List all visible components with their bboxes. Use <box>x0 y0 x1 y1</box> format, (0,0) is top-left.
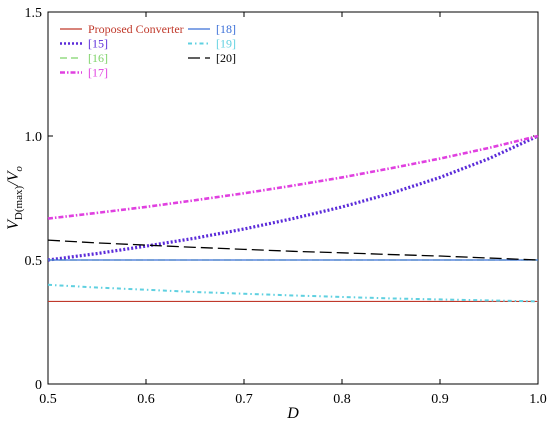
x-tick-label: 0.8 <box>333 392 351 407</box>
svg-text:VD(max)/Vo: VD(max)/Vo <box>5 166 25 230</box>
y-axis-title-sub: D(max) <box>13 186 25 221</box>
x-tick-label: 0.9 <box>431 392 449 407</box>
legend-label: [16] <box>88 51 108 65</box>
legend-label: [15] <box>88 37 108 51</box>
legend: Proposed Converter[15][16][17] [18][19][2… <box>60 22 236 80</box>
plot-frame <box>47 11 539 385</box>
series-line <box>47 283 539 303</box>
series-line <box>47 134 539 220</box>
y-tick-label: 0.5 <box>25 254 43 269</box>
x-tick-label: 0.6 <box>137 392 155 407</box>
legend-label: [20] <box>216 51 236 65</box>
series-line <box>47 239 539 261</box>
series-line <box>47 134 539 262</box>
y-tick-label: 0 <box>35 378 42 393</box>
x-tick-label: 1.0 <box>529 392 547 407</box>
y-axis-title-tail-sub: o <box>13 166 25 172</box>
y-axis-title-main: V <box>5 218 22 230</box>
y-axis-title: VD(max)/Vo <box>5 166 25 230</box>
legend-label: [18] <box>216 22 236 36</box>
axes: 0.5 0.6 0.7 0.8 0.9 1.000.51.01.5 <box>25 6 547 407</box>
legend-label: [19] <box>216 37 236 51</box>
y-axis-title-tail: /V <box>5 169 22 186</box>
y-tick-label: 1.0 <box>25 130 43 145</box>
legend-label: [17] <box>88 66 108 80</box>
x-axis-title: D <box>286 405 299 422</box>
x-tick-label: 0.7 <box>235 392 253 407</box>
legend-label: Proposed Converter <box>88 22 184 36</box>
series-lines <box>47 134 539 303</box>
y-tick-label: 1.5 <box>25 6 43 21</box>
x-tick-label: 0.5 <box>39 392 57 407</box>
